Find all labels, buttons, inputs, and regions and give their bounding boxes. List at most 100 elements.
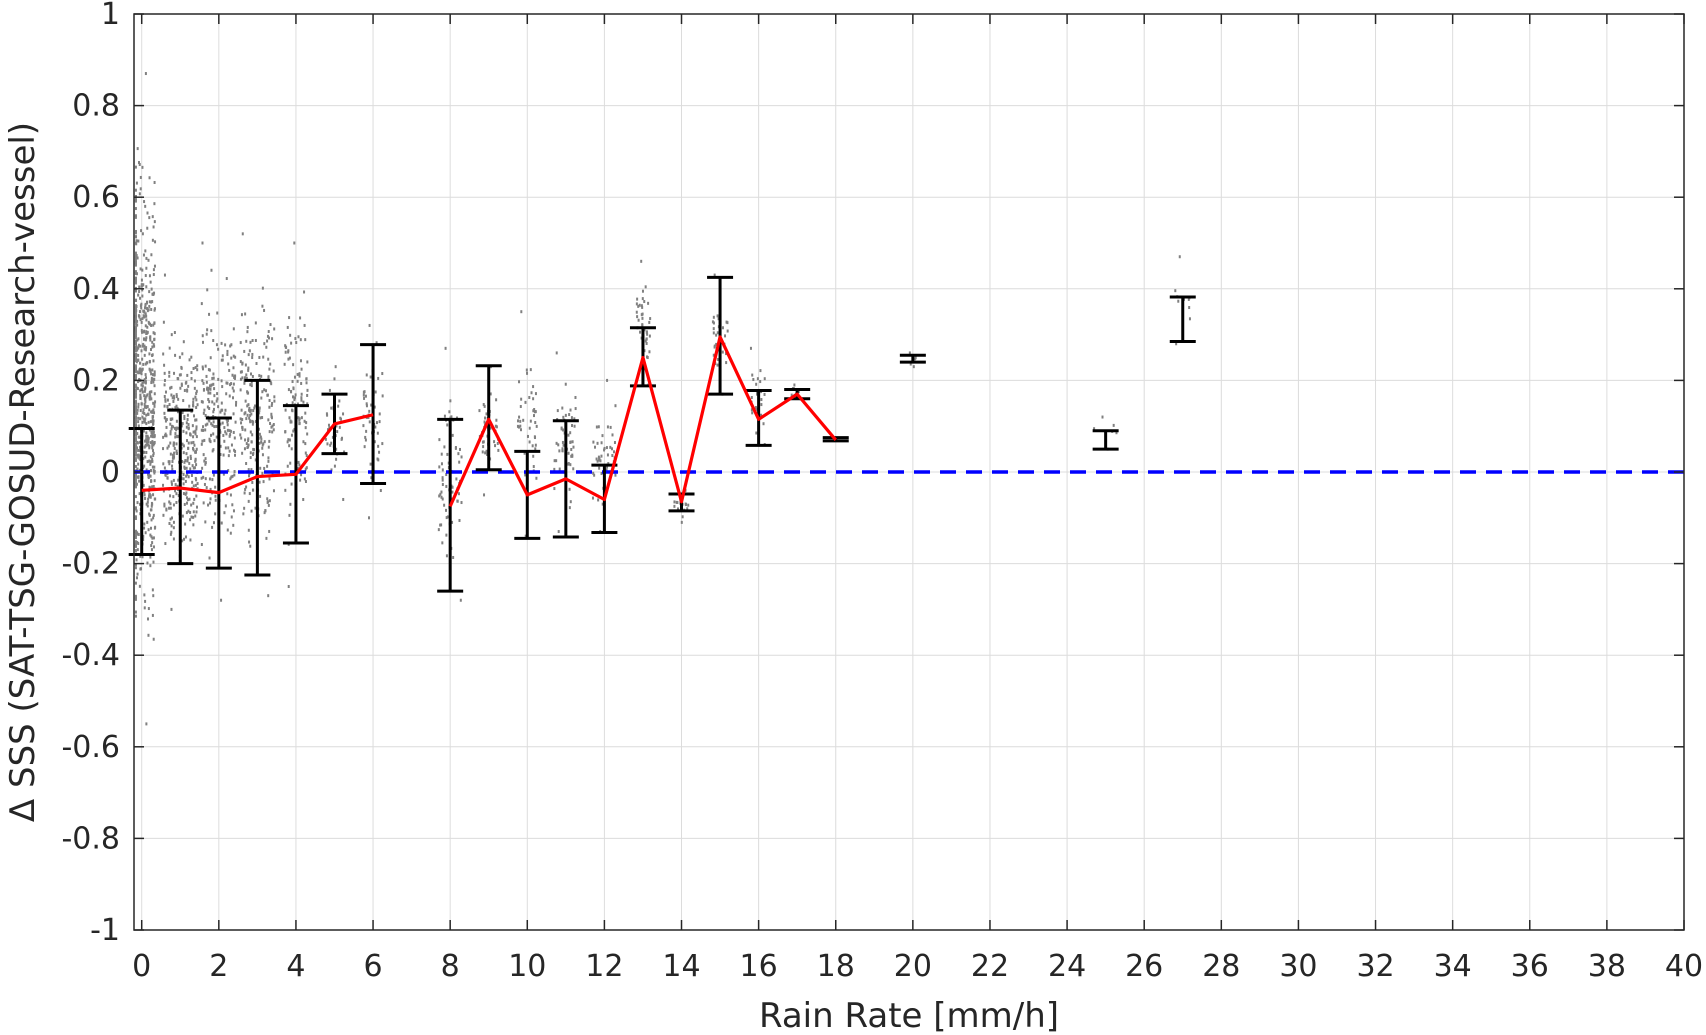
scatter-point — [207, 503, 210, 507]
scatter-point — [290, 447, 293, 451]
scatter-point — [524, 400, 527, 404]
scatter-point — [600, 454, 603, 458]
scatter-point — [137, 402, 140, 406]
scatter-point — [145, 285, 148, 289]
scatter-point — [232, 327, 235, 331]
scatter-point — [755, 407, 758, 411]
scatter-point — [137, 542, 140, 546]
scatter-point — [362, 424, 365, 428]
scatter-point — [262, 480, 265, 484]
scatter-point — [148, 300, 151, 304]
scatter-point — [485, 449, 488, 453]
scatter-point — [266, 500, 269, 504]
scatter-point — [285, 345, 288, 349]
scatter-point — [136, 408, 139, 412]
scatter-point — [220, 598, 223, 602]
scatter-point — [148, 274, 151, 278]
scatter-point — [649, 317, 652, 321]
scatter-point — [267, 503, 270, 507]
scatter-point — [250, 380, 253, 384]
scatter-point — [330, 406, 333, 410]
scatter-point — [153, 202, 156, 206]
scatter-point — [137, 343, 140, 347]
scatter-point — [135, 239, 138, 243]
scatter-point — [284, 408, 287, 412]
scatter-point — [228, 394, 231, 398]
scatter-point — [145, 431, 148, 435]
scatter-point — [150, 376, 153, 380]
scatter-point — [137, 353, 140, 357]
scatter-point — [231, 386, 234, 390]
scatter-point — [152, 454, 155, 458]
scatter-point — [145, 722, 148, 726]
scatter-point — [170, 333, 173, 337]
scatter-point — [483, 404, 486, 408]
scatter-point — [153, 411, 156, 415]
scatter-point — [485, 412, 488, 416]
scatter-point — [174, 432, 177, 436]
scatter-point — [482, 445, 485, 449]
scatter-point — [136, 540, 139, 544]
scatter-point — [170, 427, 173, 431]
scatter-point — [239, 360, 242, 364]
scatter-point — [303, 290, 306, 294]
scatter-point — [138, 492, 141, 496]
scatter-point — [233, 375, 236, 379]
scatter-point — [494, 444, 497, 448]
scatter-point — [247, 437, 250, 441]
scatter-point — [176, 484, 179, 488]
scatter-point — [194, 483, 197, 487]
scatter-point — [172, 478, 175, 482]
scatter-point — [284, 344, 287, 348]
scatter-point — [151, 485, 154, 489]
scatter-point — [134, 597, 137, 601]
scatter-point — [445, 516, 448, 520]
scatter-point — [1188, 306, 1191, 310]
scatter-point — [570, 416, 573, 420]
scatter-point — [134, 315, 137, 319]
scatter-point — [140, 306, 143, 310]
scatter-point — [368, 323, 371, 327]
scatter-point — [613, 450, 616, 454]
scatter-point — [211, 525, 214, 529]
scatter-point — [195, 425, 198, 429]
scatter-point — [191, 480, 194, 484]
scatter-point — [259, 466, 262, 470]
scatter-point — [134, 534, 137, 538]
scatter-point — [214, 485, 217, 489]
scatter-point — [333, 464, 336, 468]
scatter-point — [148, 495, 151, 499]
scatter-point — [724, 352, 727, 356]
scatter-point — [333, 377, 336, 381]
scatter-point — [225, 432, 228, 436]
scatter-point — [441, 483, 444, 487]
scatter-point — [497, 448, 500, 452]
scatter-point — [148, 397, 151, 401]
scatter-point — [296, 379, 299, 383]
scatter-point — [169, 441, 172, 445]
scatter-point — [134, 392, 137, 396]
scatter-point — [139, 370, 142, 374]
scatter-point — [145, 438, 148, 442]
scatter-point — [143, 337, 146, 341]
scatter-point — [154, 240, 157, 244]
scatter-point — [572, 467, 575, 471]
scatter-point — [144, 599, 147, 603]
scatter-point — [259, 435, 262, 439]
scatter-point — [445, 533, 448, 537]
scatter-point — [134, 482, 137, 486]
scatter-point — [248, 492, 251, 496]
scatter-point — [185, 431, 188, 435]
scatter-point — [135, 576, 138, 580]
scatter-point — [440, 523, 443, 527]
error-bar — [1092, 429, 1119, 451]
scatter-point — [177, 434, 180, 438]
scatter-point — [150, 518, 153, 522]
scatter-point — [149, 555, 152, 559]
scatter-point — [141, 294, 144, 298]
scatter-point — [139, 296, 142, 300]
scatter-point — [168, 521, 171, 525]
scatter-point — [203, 482, 206, 486]
scatter-point — [163, 466, 166, 470]
scatter-point — [139, 502, 142, 506]
